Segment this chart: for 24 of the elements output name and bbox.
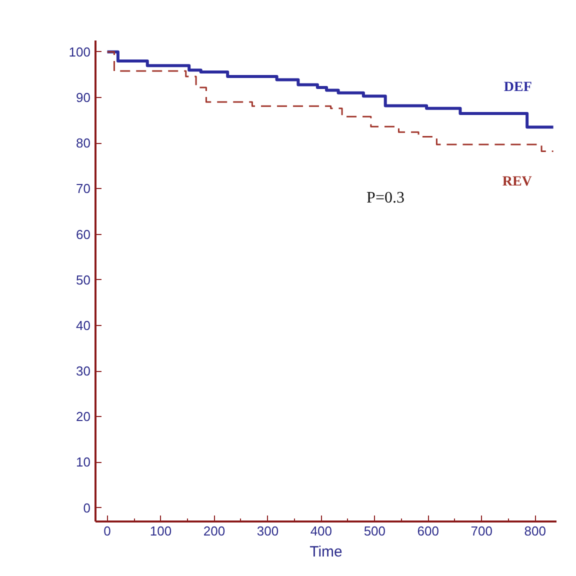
y-tick-label: 40	[76, 318, 91, 333]
x-tick-label: 700	[470, 524, 492, 538]
y-tick-label: 10	[76, 454, 91, 470]
x-tick-label: 200	[203, 524, 226, 538]
y-tick-label: 0	[83, 500, 91, 516]
y-tick-label: 90	[76, 90, 91, 105]
y-tick-label: 100	[68, 44, 91, 60]
x-tick-label: 400	[310, 524, 332, 538]
y-tick-label: 50	[76, 272, 91, 288]
x-axis-title: Time	[310, 544, 342, 560]
x-tick-label: 600	[417, 524, 440, 538]
y-tick-label: 80	[76, 136, 91, 151]
x-tick-label: 100	[150, 524, 172, 538]
x-tick-label: 300	[256, 524, 279, 538]
x-tick-label: 500	[364, 524, 386, 538]
y-tick-label: 60	[76, 226, 91, 242]
x-tick-label: 800	[524, 524, 546, 538]
y-tick-label: 70	[76, 181, 91, 196]
series-label: DEF	[504, 80, 532, 96]
y-tick-label: 30	[76, 364, 91, 379]
series-label: REV	[502, 174, 532, 190]
y-tick-label: 20	[76, 409, 91, 424]
x-tick-label: 0	[104, 524, 111, 538]
annotation: P=0.3	[366, 190, 404, 206]
